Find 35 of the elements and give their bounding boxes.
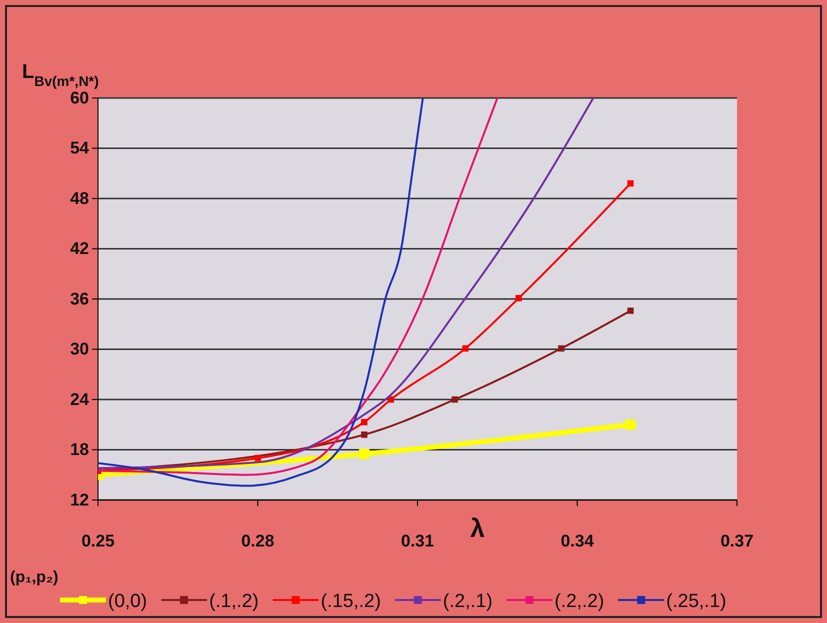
point (627, 308, 634, 314)
point (361, 432, 368, 438)
y-tick-label: 60 (70, 88, 89, 108)
y-tick-label: 12 (70, 490, 89, 510)
point (462, 345, 469, 352)
point (625, 419, 636, 430)
y-tick-label: 42 (70, 239, 89, 258)
x-tick-label: 0.34 (560, 531, 594, 550)
legend-label: (.2,.1) (442, 591, 493, 612)
y-tick-label: 30 (70, 340, 89, 359)
y-tick-label: 48 (70, 188, 89, 208)
point (452, 396, 458, 403)
y-tick-label: 18 (70, 440, 89, 460)
x-axis-title: λ (470, 513, 486, 543)
line-series (98, 98, 424, 487)
y-tick-label: 24 (70, 390, 90, 409)
x-tick-label: 0.25 (81, 531, 115, 550)
y-tick-label: 54 (70, 138, 90, 158)
legend-label: (.2,.2) (554, 591, 604, 612)
point (361, 418, 368, 426)
legend-title: (p₁,p₂) (10, 569, 58, 586)
point (516, 295, 522, 302)
legend-label: (.25,.1) (666, 591, 726, 612)
x-tick-label: 0.31 (400, 531, 434, 550)
y-tick-label: 36 (70, 289, 89, 308)
legend-label: (.1,.2) (209, 591, 259, 612)
point (558, 345, 564, 352)
x-tick-label: 0.37 (720, 531, 754, 550)
legend-label: (0,0) (108, 591, 148, 612)
legend-label: (.15,.2) (320, 591, 381, 612)
point (627, 180, 634, 187)
y-axis-title: L$_{Bv(m*,N*)}$ (22, 61, 99, 89)
x-tick-label: 0.28 (241, 531, 274, 550)
point (359, 448, 370, 460)
point (254, 454, 261, 462)
